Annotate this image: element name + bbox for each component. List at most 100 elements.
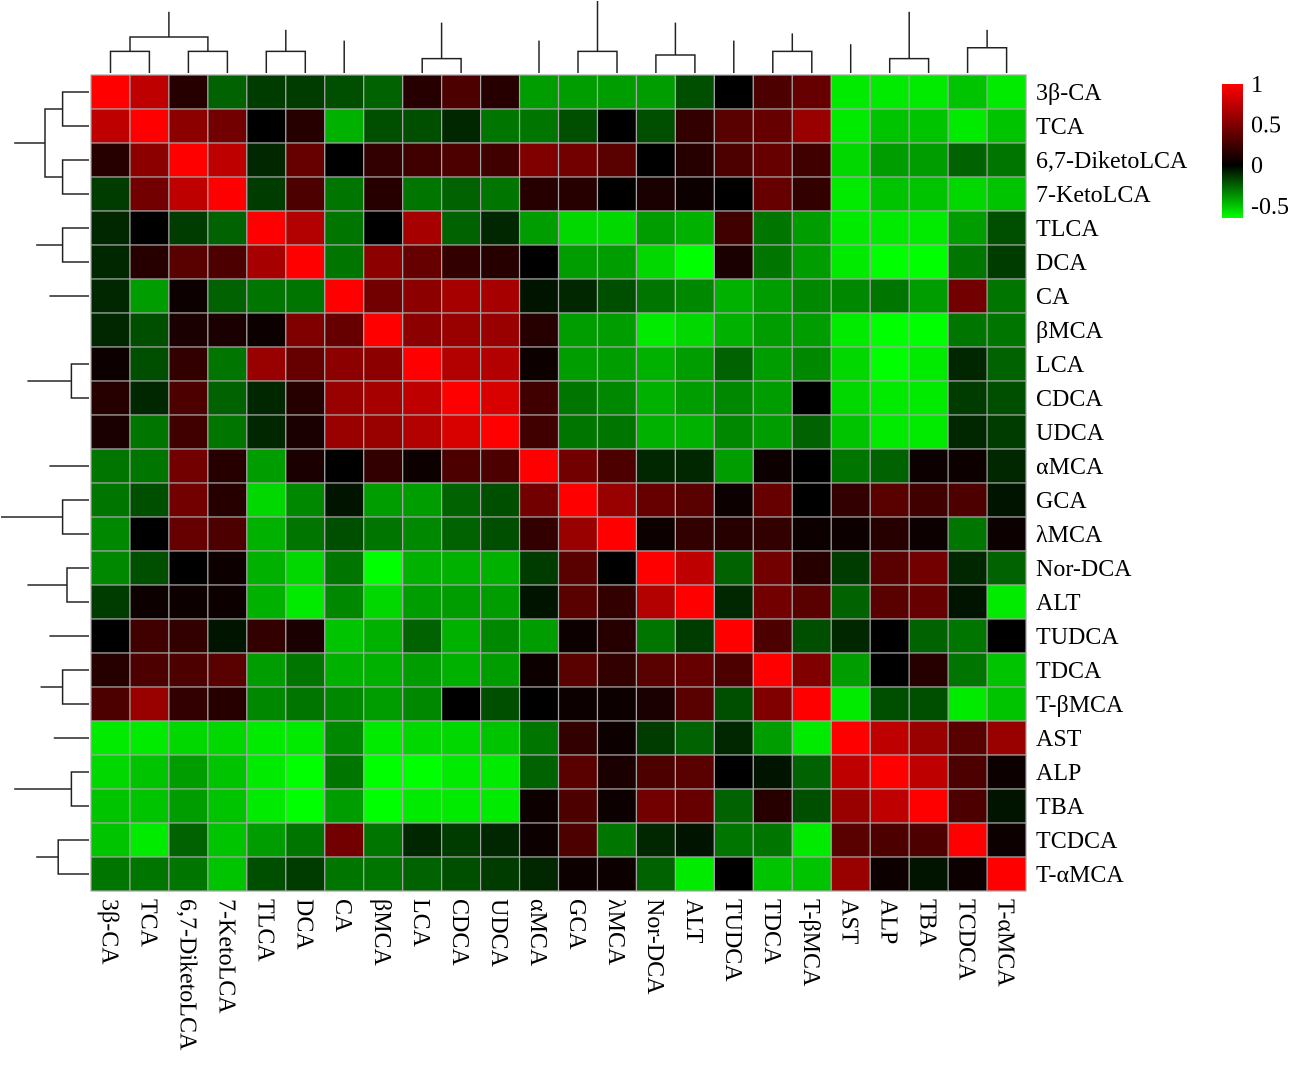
heatmap-cell (207, 278, 248, 314)
heatmap-cell (441, 482, 482, 518)
heatmap-cell (557, 584, 599, 620)
heatmap-cell (168, 652, 209, 688)
heatmap-cell (363, 584, 404, 620)
heatmap-cell (830, 652, 871, 688)
heatmap-cell (713, 482, 754, 518)
heatmap-cell (635, 278, 677, 314)
heatmap-cell (713, 74, 754, 110)
heatmap-cell (363, 618, 404, 654)
heatmap-cell (285, 142, 326, 178)
heatmap-cell (674, 312, 715, 348)
heatmap-cell (402, 856, 443, 892)
heatmap-cell (129, 312, 170, 348)
heatmap-cell (557, 278, 599, 314)
heatmap-cell (480, 176, 521, 212)
heatmap-cell (168, 176, 209, 212)
heatmap-cell (402, 618, 443, 654)
column-label: 3β-CA (96, 899, 122, 965)
heatmap-cell (986, 652, 1027, 688)
heatmap-cell (285, 448, 326, 484)
heatmap-cell (518, 380, 560, 416)
heatmap-cell (830, 244, 871, 280)
heatmap-cell (518, 312, 560, 348)
dendrogram-branch (61, 91, 89, 127)
heatmap-cell (402, 822, 443, 858)
heatmap-cell (791, 788, 832, 824)
heatmap-cell (207, 74, 248, 110)
heatmap-cell (674, 210, 715, 246)
heatmap-cell (129, 618, 170, 654)
heatmap-cell (441, 380, 482, 416)
heatmap-cell (441, 516, 482, 552)
heatmap-cell (168, 788, 209, 824)
heatmap-cell (674, 414, 715, 450)
heatmap-cell (363, 176, 404, 212)
dendrogram-branch (577, 50, 618, 73)
column-label: T-βMCA (798, 899, 824, 987)
heatmap-cell (441, 278, 482, 314)
heatmap-cell (713, 516, 754, 552)
heatmap-cell (635, 380, 677, 416)
color-legend: 1 0.5 0 -0.5 (1222, 72, 1289, 220)
heatmap-cell (635, 176, 677, 212)
heatmap-cell (947, 346, 988, 382)
heatmap-cell (596, 142, 638, 178)
heatmap-cell (869, 788, 910, 824)
heatmap-cell (90, 720, 131, 756)
heatmap-cell (830, 584, 871, 620)
heatmap-cell (596, 278, 638, 314)
heatmap-cell (324, 516, 365, 552)
heatmap-cell (557, 856, 599, 892)
heatmap-cell (986, 142, 1027, 178)
heatmap-cell (557, 74, 599, 110)
column-label: TLCA (252, 899, 278, 962)
heatmap-cell (324, 652, 365, 688)
heatmap-cell (324, 618, 365, 654)
heatmap-cell (90, 788, 131, 824)
heatmap-cell (246, 686, 287, 722)
heatmap-cell (713, 414, 754, 450)
heatmap-cell (518, 686, 560, 722)
heatmap-cell (207, 516, 248, 552)
heatmap-cell (441, 176, 482, 212)
heatmap-cell (207, 346, 248, 382)
heatmap-cell (752, 856, 793, 892)
heatmap-cell (791, 516, 832, 552)
heatmap-cell (713, 312, 754, 348)
heatmap-cell (90, 482, 131, 518)
heatmap-cell (596, 618, 638, 654)
heatmap-cell (441, 210, 482, 246)
heatmap-cell (869, 584, 910, 620)
row-label: CA (1036, 284, 1070, 310)
heatmap-cell (441, 822, 482, 858)
heatmap-cell (596, 74, 638, 110)
heatmap-cell (908, 652, 949, 688)
heatmap-cell (596, 380, 638, 416)
heatmap-cell (207, 312, 248, 348)
heatmap-cell (557, 448, 599, 484)
heatmap-cell (752, 788, 793, 824)
column-label: CDCA (447, 899, 473, 966)
heatmap-cell (635, 482, 677, 518)
heatmap-cell (129, 142, 170, 178)
heatmap-cell (402, 312, 443, 348)
heatmap-cell (518, 74, 560, 110)
heatmap-cell (713, 244, 754, 280)
heatmap-cell (518, 822, 560, 858)
heatmap-cell (674, 482, 715, 518)
heatmap-cell (480, 618, 521, 654)
heatmap-cell (363, 414, 404, 450)
heatmap-cell (830, 686, 871, 722)
heatmap-cell (674, 822, 715, 858)
heatmap-cell (246, 414, 287, 450)
heatmap-cell (480, 550, 521, 586)
heatmap-cell (791, 584, 832, 620)
heatmap-cell (168, 380, 209, 416)
heatmap-cell (168, 108, 209, 144)
heatmap-cell (908, 584, 949, 620)
heatmap-cell (752, 176, 793, 212)
heatmap-cell (285, 720, 326, 756)
heatmap-cell (518, 414, 560, 450)
heatmap-cell (908, 380, 949, 416)
heatmap-cell (246, 618, 287, 654)
